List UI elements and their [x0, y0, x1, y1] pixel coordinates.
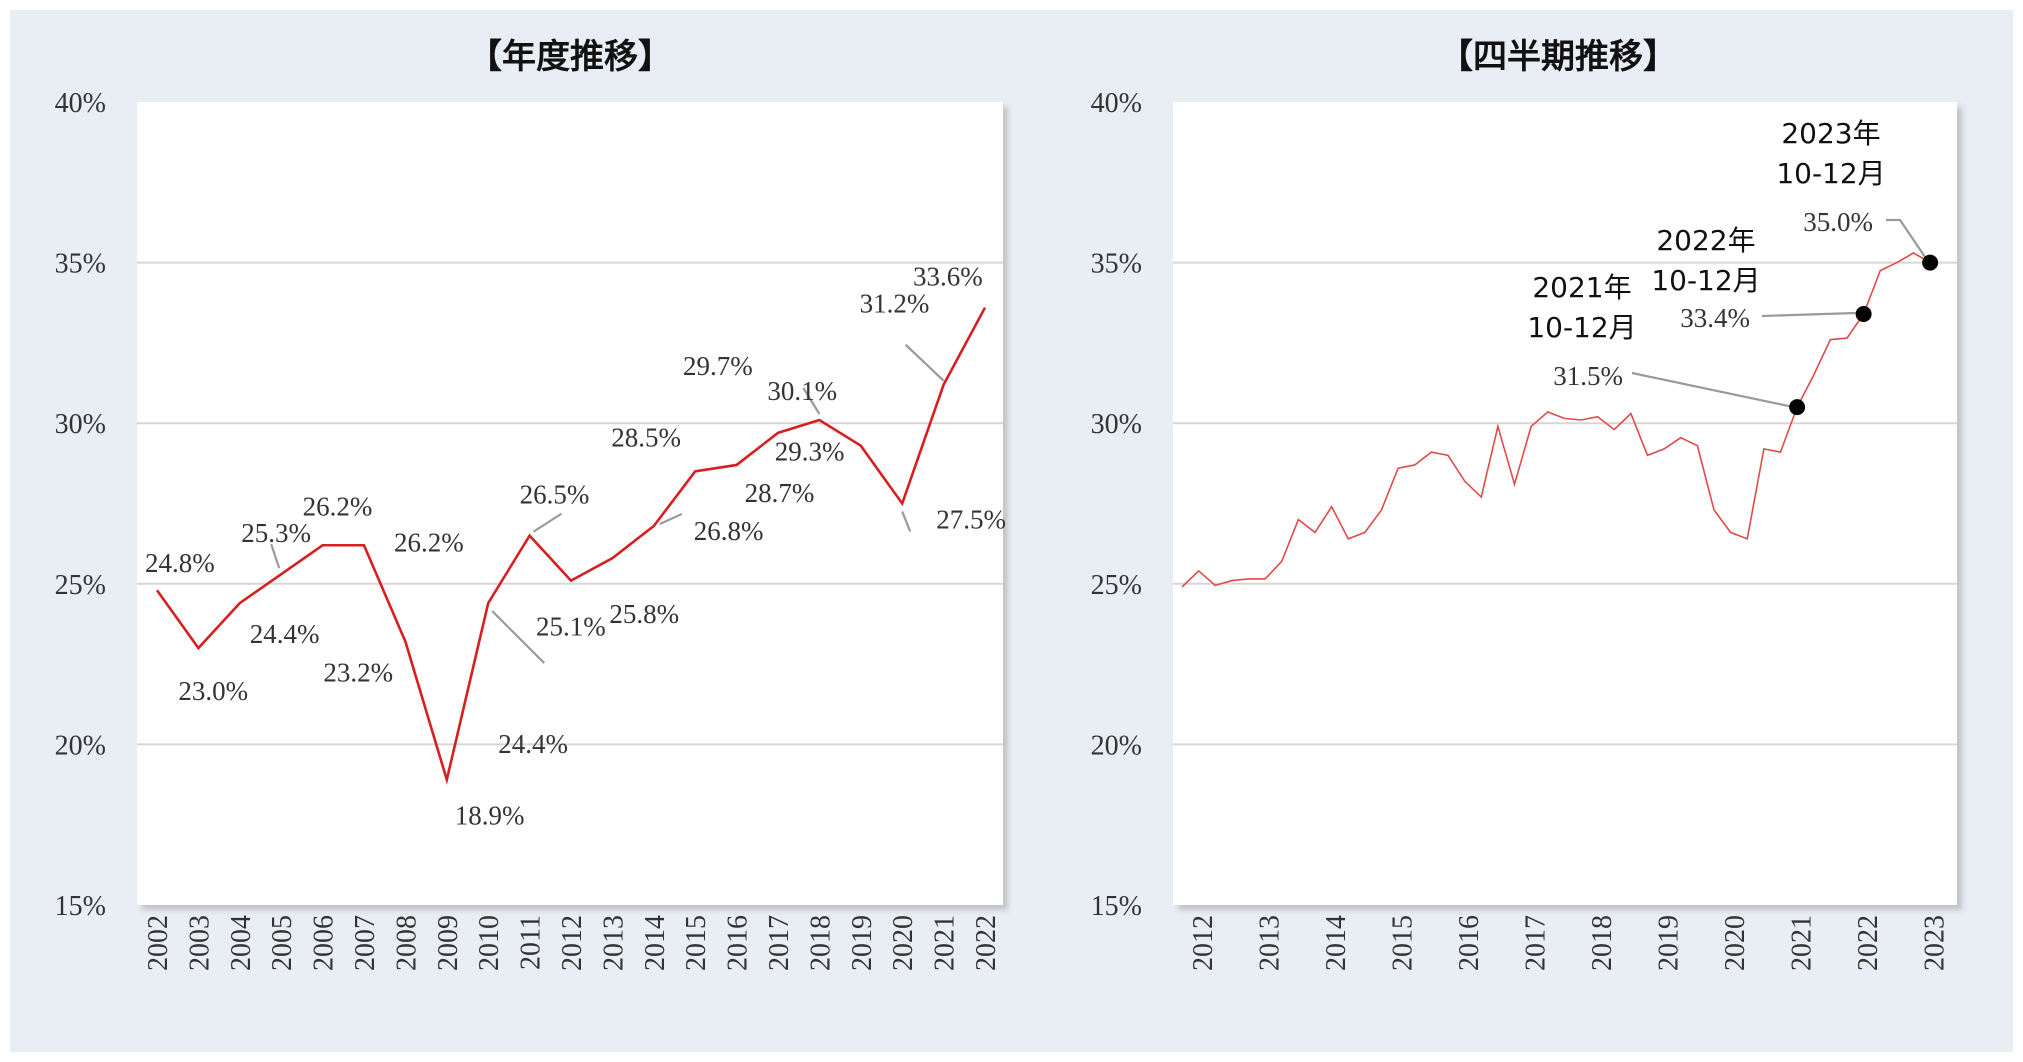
quarterly-series-line — [1181, 252, 1931, 588]
annual-data-label: 26.2% — [394, 527, 464, 557]
quarterly-y-tick-label: 40% — [1091, 88, 1142, 119]
annual-data-label: 26.2% — [303, 491, 373, 521]
quarterly-highlight-point — [1922, 254, 1939, 271]
annual-x-tick-label: 2020 — [888, 915, 919, 971]
annual-y-tick-label: 30% — [55, 409, 106, 440]
quarterly-annotation-leader — [1886, 218, 1928, 260]
annual-data-label: 26.5% — [520, 480, 590, 510]
annual-data-label: 24.8% — [145, 548, 215, 578]
quarterly-plot-area — [1173, 102, 1957, 905]
annual-data-label: 25.8% — [609, 599, 679, 629]
annual-label-leader — [901, 511, 912, 532]
quarterly-annotation-year: 2021年 — [1532, 271, 1631, 304]
annual-x-tick-label: 2002 — [143, 915, 174, 971]
quarterly-annotation-year: 2022年 — [1656, 224, 1755, 257]
annual-data-label: 33.6% — [913, 262, 983, 292]
quarterly-y-tick-label: 20% — [1091, 730, 1142, 761]
annual-x-tick-label: 2022 — [971, 915, 1002, 971]
quarterly-y-tick-label: 15% — [1091, 891, 1142, 922]
annual-chart-title: 【年度推移】 — [468, 37, 672, 77]
annual-data-label: 24.4% — [498, 729, 568, 759]
quarterly-y-tick-label: 35% — [1091, 249, 1142, 280]
annual-data-label: 18.9% — [455, 801, 525, 831]
annual-y-tick-label: 25% — [55, 570, 106, 601]
annual-data-label: 29.3% — [775, 437, 845, 467]
quarterly-annotation-value: 35.0% — [1803, 207, 1873, 237]
quarterly-x-tick-label: 2020 — [1720, 915, 1751, 971]
quarterly-x-tick-label: 2017 — [1521, 915, 1552, 971]
annual-data-label: 25.3% — [241, 518, 311, 548]
annual-x-tick-label: 2015 — [681, 915, 712, 971]
annual-chart: 【年度推移】 15% 20% 25% 30% 35% 40% 2002 2003 2004 20… — [55, 37, 1006, 971]
annual-label-leader — [270, 543, 281, 569]
quarterly-x-tick-label: 2015 — [1388, 915, 1419, 971]
quarterly-annotation-period: 10-12月 — [1651, 264, 1760, 297]
annual-x-tick-label: 2011 — [516, 915, 547, 970]
quarterly-x-tick-label: 2014 — [1321, 915, 1352, 971]
quarterly-chart: 【四半期推移】 15% 20% 25% 30% 35% 40% 2012 2013 2014 2… — [1091, 37, 1957, 971]
quarterly-x-tick-label: 2022 — [1853, 915, 1884, 971]
annual-data-label: 23.2% — [323, 658, 393, 688]
quarterly-annotation-value: 31.5% — [1553, 361, 1623, 391]
annual-label-leader — [904, 343, 945, 382]
quarterly-y-tick-label: 25% — [1091, 570, 1142, 601]
annual-x-tick-label: 2016 — [723, 915, 754, 971]
annual-plot-area — [137, 102, 1003, 905]
quarterly-annotation-period: 10-12月 — [1527, 311, 1636, 344]
annual-x-tick-label: 2018 — [805, 915, 836, 971]
annual-data-label: 29.7% — [683, 351, 753, 381]
quarterly-annotation-value: 33.4% — [1680, 303, 1750, 333]
annual-series-line — [155, 306, 987, 785]
annual-label-leader — [491, 610, 545, 664]
annual-label-leader — [802, 387, 821, 415]
quarterly-x-tick-label: 2012 — [1188, 915, 1219, 971]
quarterly-x-tick-label: 2019 — [1654, 915, 1685, 971]
quarterly-highlight-point — [1855, 305, 1872, 322]
annual-x-tick-label: 2007 — [350, 915, 381, 971]
quarterly-annotation-leader — [1761, 311, 1856, 318]
annual-x-tick-label: 2009 — [433, 915, 464, 971]
quarterly-x-tick-label: 2016 — [1454, 915, 1485, 971]
annual-data-label: 25.1% — [536, 612, 606, 642]
annual-data-label: 31.2% — [860, 289, 930, 319]
annual-data-label: 30.1% — [767, 376, 837, 406]
annual-data-label: 27.5% — [936, 505, 1006, 535]
annual-x-tick-label: 2017 — [764, 915, 795, 971]
annual-x-tick-label: 2003 — [184, 915, 215, 971]
annual-data-label: 23.0% — [178, 676, 248, 706]
annual-data-label: 28.5% — [611, 422, 681, 452]
quarterly-highlight-point — [1789, 399, 1806, 416]
annual-data-label: 26.8% — [694, 516, 764, 546]
quarterly-chart-title: 【四半期推移】 — [1439, 37, 1677, 77]
annual-y-tick-label: 15% — [55, 891, 106, 922]
annual-y-tick-label: 40% — [55, 88, 106, 119]
annual-x-tick-label: 2010 — [474, 915, 505, 971]
annual-x-tick-label: 2021 — [930, 915, 961, 971]
annual-label-leader — [659, 512, 683, 525]
annual-x-tick-label: 2013 — [598, 915, 629, 971]
annual-x-tick-label: 2019 — [847, 915, 878, 971]
annual-data-label: 28.7% — [745, 478, 815, 508]
annual-x-tick-label: 2006 — [309, 915, 340, 971]
annual-y-tick-label: 35% — [55, 249, 106, 280]
quarterly-x-tick-label: 2023 — [1920, 915, 1951, 971]
annual-x-tick-label: 2004 — [226, 915, 257, 971]
quarterly-annotation-period: 10-12月 — [1776, 157, 1885, 190]
annual-x-tick-label: 2008 — [391, 915, 422, 971]
annual-x-tick-label: 2012 — [557, 915, 588, 971]
quarterly-x-tick-label: 2013 — [1255, 915, 1286, 971]
quarterly-y-tick-label: 30% — [1091, 409, 1142, 440]
annual-x-tick-label: 2014 — [640, 915, 671, 971]
quarterly-x-tick-label: 2018 — [1587, 915, 1618, 971]
annual-x-tick-label: 2005 — [267, 915, 298, 971]
quarterly-annotation-year: 2023年 — [1781, 117, 1880, 150]
annual-data-label: 24.4% — [250, 619, 320, 649]
quarterly-annotation-leader — [1631, 371, 1790, 408]
annual-label-leader — [533, 512, 563, 533]
annual-y-tick-label: 20% — [55, 730, 106, 761]
quarterly-x-tick-label: 2021 — [1787, 915, 1818, 971]
